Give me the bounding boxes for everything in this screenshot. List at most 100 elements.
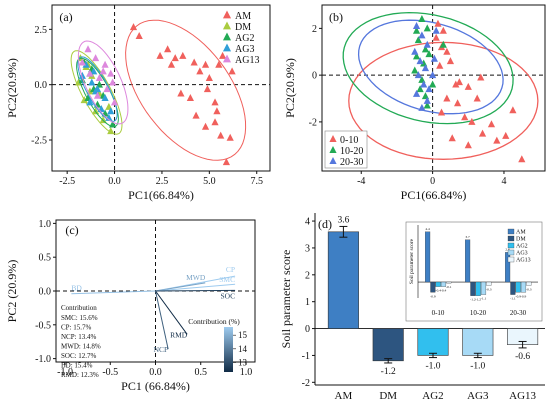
point-10-20	[411, 66, 419, 74]
point-dm	[80, 96, 88, 104]
inset-data-label: -1.2	[475, 298, 481, 302]
colorbar-tick-label: 15	[238, 330, 248, 340]
x-tick-label: AG3	[467, 390, 489, 402]
point-0-10	[461, 113, 469, 121]
panel-d: 4 3 2 1 0 -1 -2 Soil parameter score (d) 3.6 AM -1.…	[279, 213, 545, 402]
y-tick-label: 0.0	[39, 287, 52, 298]
point-am	[228, 67, 236, 75]
point-20-30	[430, 54, 438, 62]
vector-mwd	[155, 282, 206, 292]
inset-bar	[526, 281, 532, 286]
bar-am	[327, 231, 359, 329]
point-ag13	[78, 58, 86, 66]
point-20-30	[423, 40, 431, 48]
point-ag3	[93, 85, 102, 93]
point-20-30	[416, 57, 424, 65]
point-0-10	[478, 129, 487, 137]
point-0-10	[464, 82, 472, 90]
point-am	[196, 67, 204, 75]
vector-rmd	[155, 290, 188, 335]
point-10-20	[421, 45, 430, 53]
point-am	[205, 74, 213, 82]
data-label: -1.2	[381, 367, 396, 377]
x-tick-label: 0	[430, 176, 435, 187]
point-ag3	[82, 60, 90, 68]
inset-bar	[486, 281, 492, 286]
x-tick-label: 5.0	[203, 176, 216, 187]
vector-label: RMD	[170, 330, 188, 339]
point-am	[177, 89, 185, 97]
point-ag13	[84, 45, 92, 53]
inset-bar	[480, 281, 487, 295]
point-0-10	[452, 80, 460, 88]
bar-dm	[372, 328, 404, 362]
point-0-10	[509, 106, 517, 114]
x-tick-label: DM	[379, 390, 397, 402]
x-axis-label: PC1(66.84%)	[128, 188, 194, 202]
point-10-20	[418, 15, 426, 23]
legend-marker	[222, 21, 232, 30]
x-axis-label: PC1(66.84%)	[401, 188, 467, 202]
inset-x-label: 20-30	[510, 309, 527, 317]
point-am	[164, 45, 172, 53]
point-20-30	[421, 64, 430, 72]
y-axis-label: PC2(20.9%)	[283, 58, 297, 118]
vector-label: SOC	[221, 291, 236, 300]
data-label: -1.0	[470, 362, 485, 372]
point-10-20	[429, 80, 437, 88]
point-0-10	[473, 94, 481, 102]
point-ag3	[101, 93, 109, 101]
inset-y-label: Soil parameter score	[409, 238, 415, 284]
point-am	[213, 107, 221, 115]
point-20-30	[411, 47, 419, 55]
vector-label: BD	[71, 284, 82, 293]
point-am	[226, 133, 234, 141]
point-am	[203, 85, 212, 93]
point-am	[217, 131, 225, 139]
colorbar-tick-label: 13	[238, 357, 248, 367]
y-tick-label: -2	[302, 378, 310, 389]
point-am	[211, 98, 219, 106]
point-am	[179, 51, 187, 59]
point-am	[201, 60, 210, 68]
ellipse-0-10	[348, 41, 539, 160]
x-tick-label: 1.0	[240, 367, 253, 378]
legend-marker	[329, 146, 337, 153]
y-tick-label: 0.5	[39, 253, 52, 264]
y-tick-label: 2	[305, 270, 310, 281]
legend-marker	[222, 43, 232, 52]
inset-bar	[446, 281, 452, 284]
y-axis-label: Soil parameter score	[279, 250, 293, 349]
data-label: 3.6	[337, 215, 349, 225]
point-0-10	[434, 19, 442, 27]
y-tick-label: 0	[312, 71, 317, 82]
legend-marker	[222, 54, 232, 63]
y-axis-label: PC2(20.9%)	[5, 58, 19, 118]
point-20-30	[423, 96, 431, 104]
point-ag13	[95, 74, 103, 82]
point-ag13	[92, 54, 100, 62]
point-0-10	[439, 26, 447, 34]
point-am	[135, 31, 143, 39]
inset-data-label: -0.9	[430, 294, 436, 298]
point-20-30	[412, 22, 421, 30]
point-20-30	[429, 71, 437, 79]
contribution-line: RMD: 12.3%	[61, 371, 99, 379]
x-axis-label: PC1 (66.84%)	[121, 379, 190, 393]
inset-legend-swatch	[507, 228, 515, 235]
y-tick-label: 3	[305, 243, 310, 254]
inset-data-label: -0.3	[526, 287, 532, 291]
x-tick-label: AG2	[422, 390, 443, 402]
contribution-line: BD: 15.4%	[61, 362, 93, 370]
point-0-10	[455, 78, 463, 86]
y-axis-label: PC2 (20.9%)	[5, 260, 19, 323]
x-tick-label: -1.0	[57, 367, 73, 378]
inset-legend-swatch	[507, 235, 515, 242]
vector-label: CP	[226, 265, 235, 274]
point-am	[201, 122, 210, 130]
inset-x-label: 10-20	[470, 309, 487, 317]
point-am	[167, 60, 176, 68]
y-tick-label: 0.0	[35, 80, 48, 91]
plot-frame	[321, 4, 546, 172]
